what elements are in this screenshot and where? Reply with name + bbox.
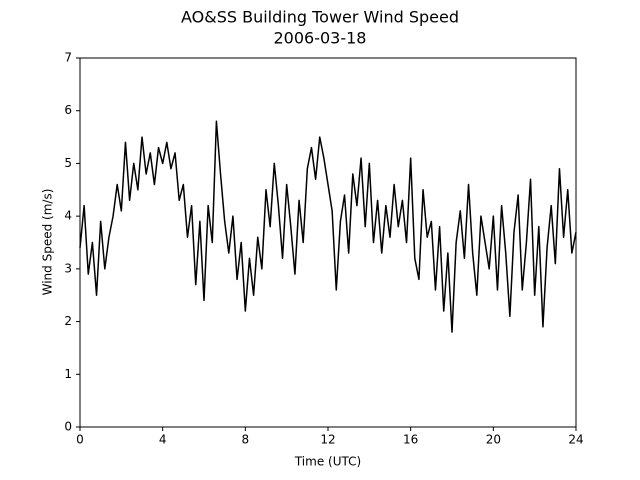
- y-tick-label: 4: [64, 209, 72, 223]
- data-line: [79, 120, 577, 333]
- y-tick-label: 6: [64, 103, 72, 117]
- y-tick-label: 2: [64, 314, 72, 328]
- y-axis-label: Wind Speed (m/s): [41, 189, 55, 296]
- x-tick-label: 16: [403, 433, 418, 447]
- x-tick-label: 12: [320, 433, 335, 447]
- y-tick-label: 7: [64, 51, 72, 65]
- chart-subtitle: 2006-03-18: [274, 29, 367, 48]
- x-tick-label: 4: [159, 433, 167, 447]
- plot-frame: [79, 57, 577, 428]
- chart-title: AO&SS Building Tower Wind Speed: [181, 8, 459, 27]
- x-tick-label: 8: [242, 433, 250, 447]
- y-tick-label: 5: [64, 156, 72, 170]
- y-tick-label: 1: [64, 367, 72, 381]
- x-tick-label: 0: [76, 433, 84, 447]
- x-axis-label: Time (UTC): [294, 455, 361, 469]
- x-tick-label: 20: [486, 433, 501, 447]
- y-tick-label: 3: [64, 261, 72, 275]
- y-tick-label: 0: [64, 420, 72, 434]
- x-tick-label: 24: [568, 433, 583, 447]
